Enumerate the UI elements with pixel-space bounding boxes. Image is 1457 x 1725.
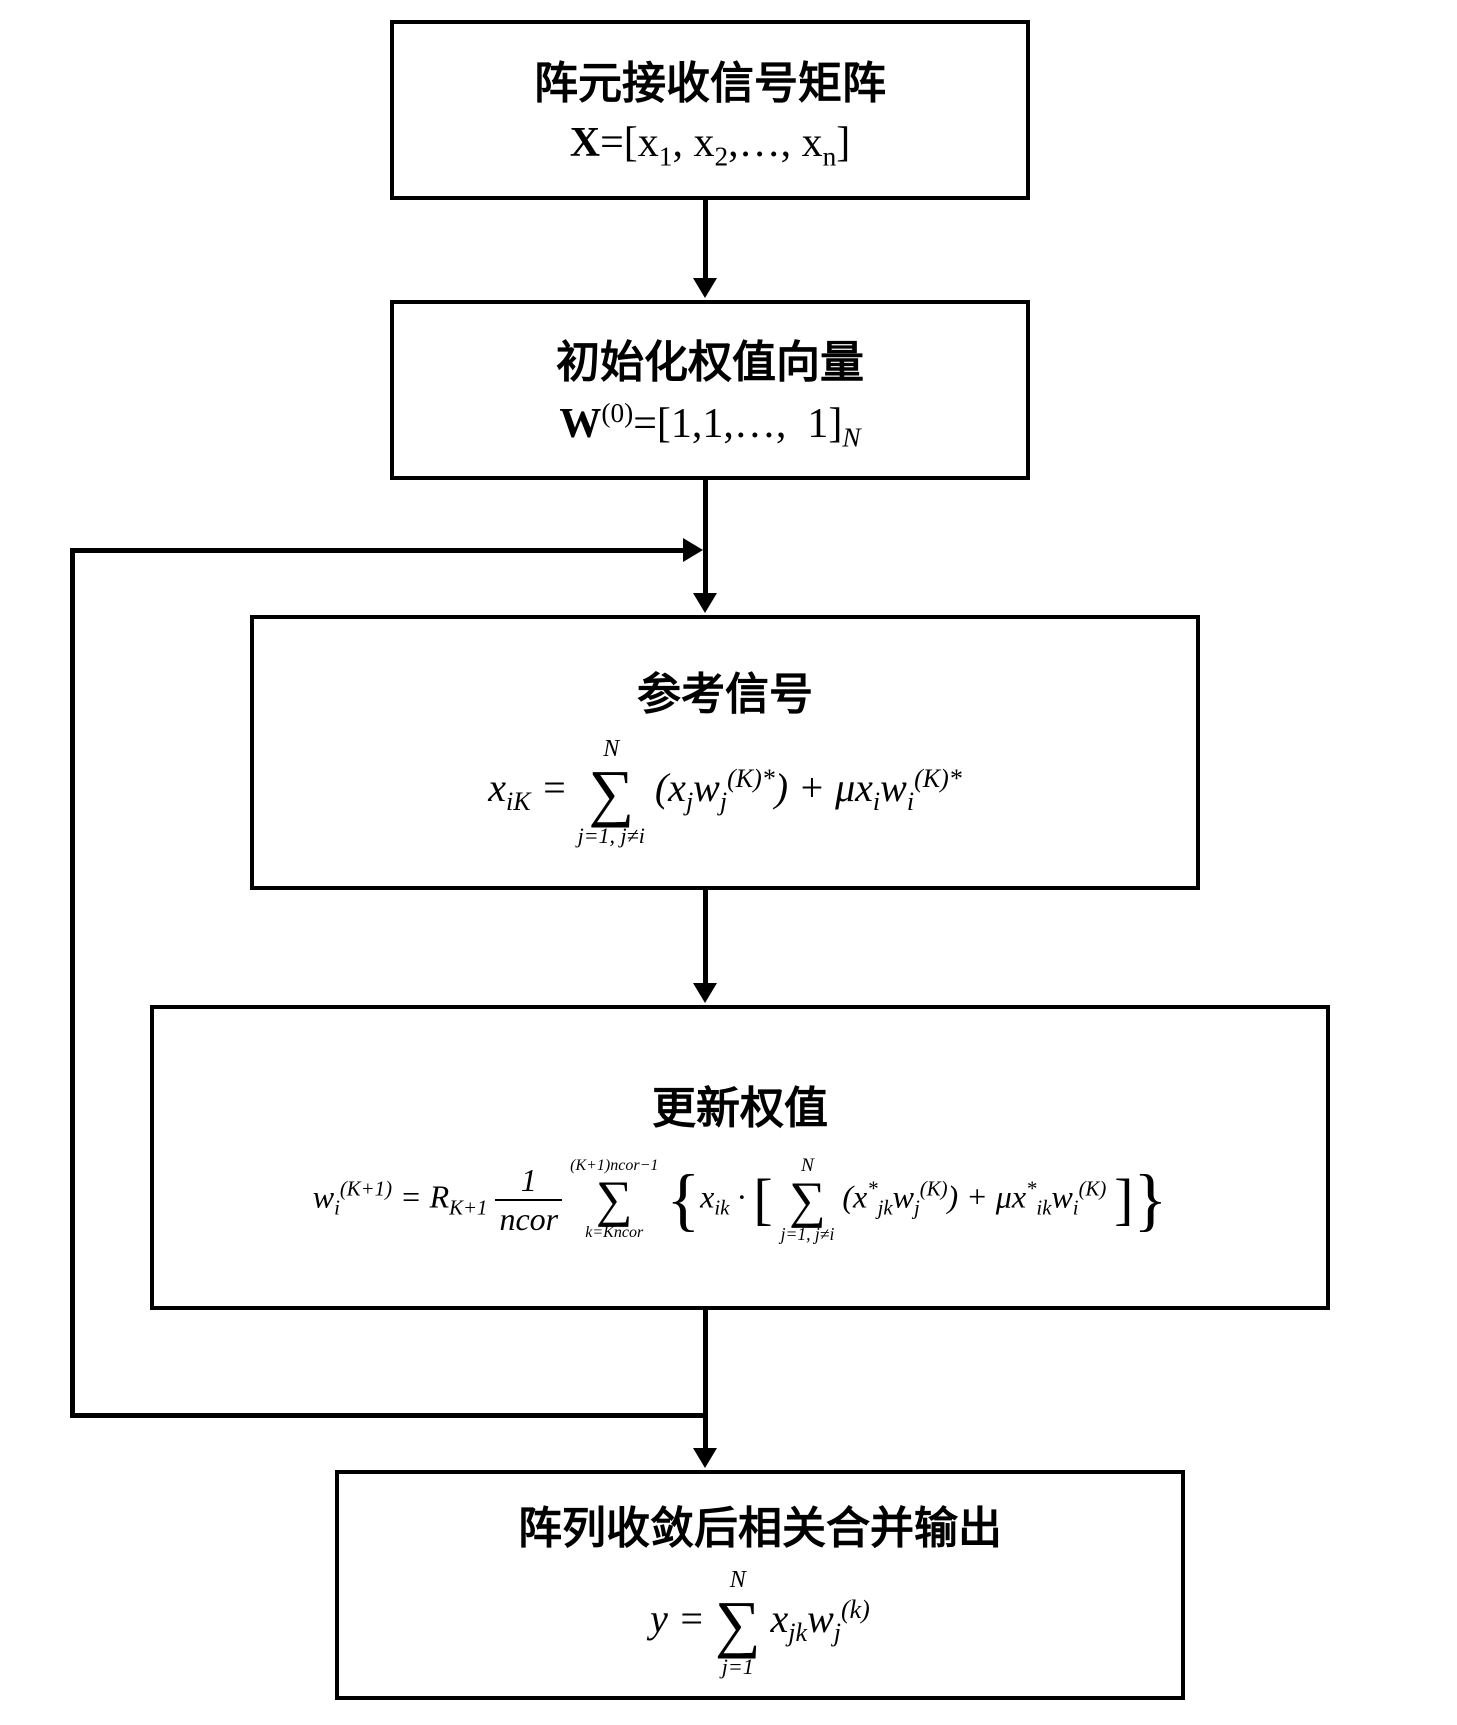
- arrow-2-head: [693, 593, 717, 613]
- box3-formula: xiK = N ∑ j=1, j≠i (xjwj(K)*) + μxiwi(K)…: [488, 737, 962, 847]
- box-output: 阵列收敛后相关合并输出 y = N ∑ j=1 xjkwj(k): [335, 1470, 1185, 1700]
- box2-formula: W(0)=[1,1,…, 1]N: [559, 398, 860, 453]
- arrow-4-head: [693, 1448, 717, 1468]
- box4-formula: wi(K+1) = RK+1 1ncor (K+1)ncor−1 ∑ k=Knc…: [313, 1156, 1168, 1244]
- box1-formula: X=[x1, x2,…, xn]: [570, 119, 851, 172]
- feedback-head: [683, 538, 703, 562]
- box1-title: 阵元接收信号矩阵: [534, 47, 886, 111]
- box5-formula: y = N ∑ j=1 xjkwj(k): [650, 1568, 870, 1678]
- arrow-4-line: [703, 1310, 708, 1450]
- box-update-weights: 更新权值 wi(K+1) = RK+1 1ncor (K+1)ncor−1 ∑ …: [150, 1005, 1330, 1310]
- box-init-weights: 初始化权值向量 W(0)=[1,1,…, 1]N: [390, 300, 1030, 480]
- arrow-2-line: [703, 480, 708, 595]
- box-input-matrix: 阵元接收信号矩阵 X=[x1, x2,…, xn]: [390, 20, 1030, 200]
- flowchart-container: 阵元接收信号矩阵 X=[x1, x2,…, xn] 初始化权值向量 W(0)=[…: [0, 0, 1457, 1725]
- feedback-h-bottom: [70, 1413, 708, 1418]
- feedback-v-left: [70, 548, 75, 1418]
- arrow-3-line: [703, 890, 708, 985]
- box-reference-signal: 参考信号 xiK = N ∑ j=1, j≠i (xjwj(K)*) + μxi…: [250, 615, 1200, 890]
- arrow-1-line: [703, 200, 708, 280]
- feedback-h-top: [70, 548, 685, 553]
- box4-title: 更新权值: [652, 1072, 828, 1136]
- box5-title: 阵列收敛后相关合并输出: [518, 1492, 1002, 1556]
- box3-title: 参考信号: [637, 658, 813, 722]
- box2-title: 初始化权值向量: [556, 326, 864, 390]
- arrow-3-head: [693, 983, 717, 1003]
- arrow-1-head: [693, 278, 717, 298]
